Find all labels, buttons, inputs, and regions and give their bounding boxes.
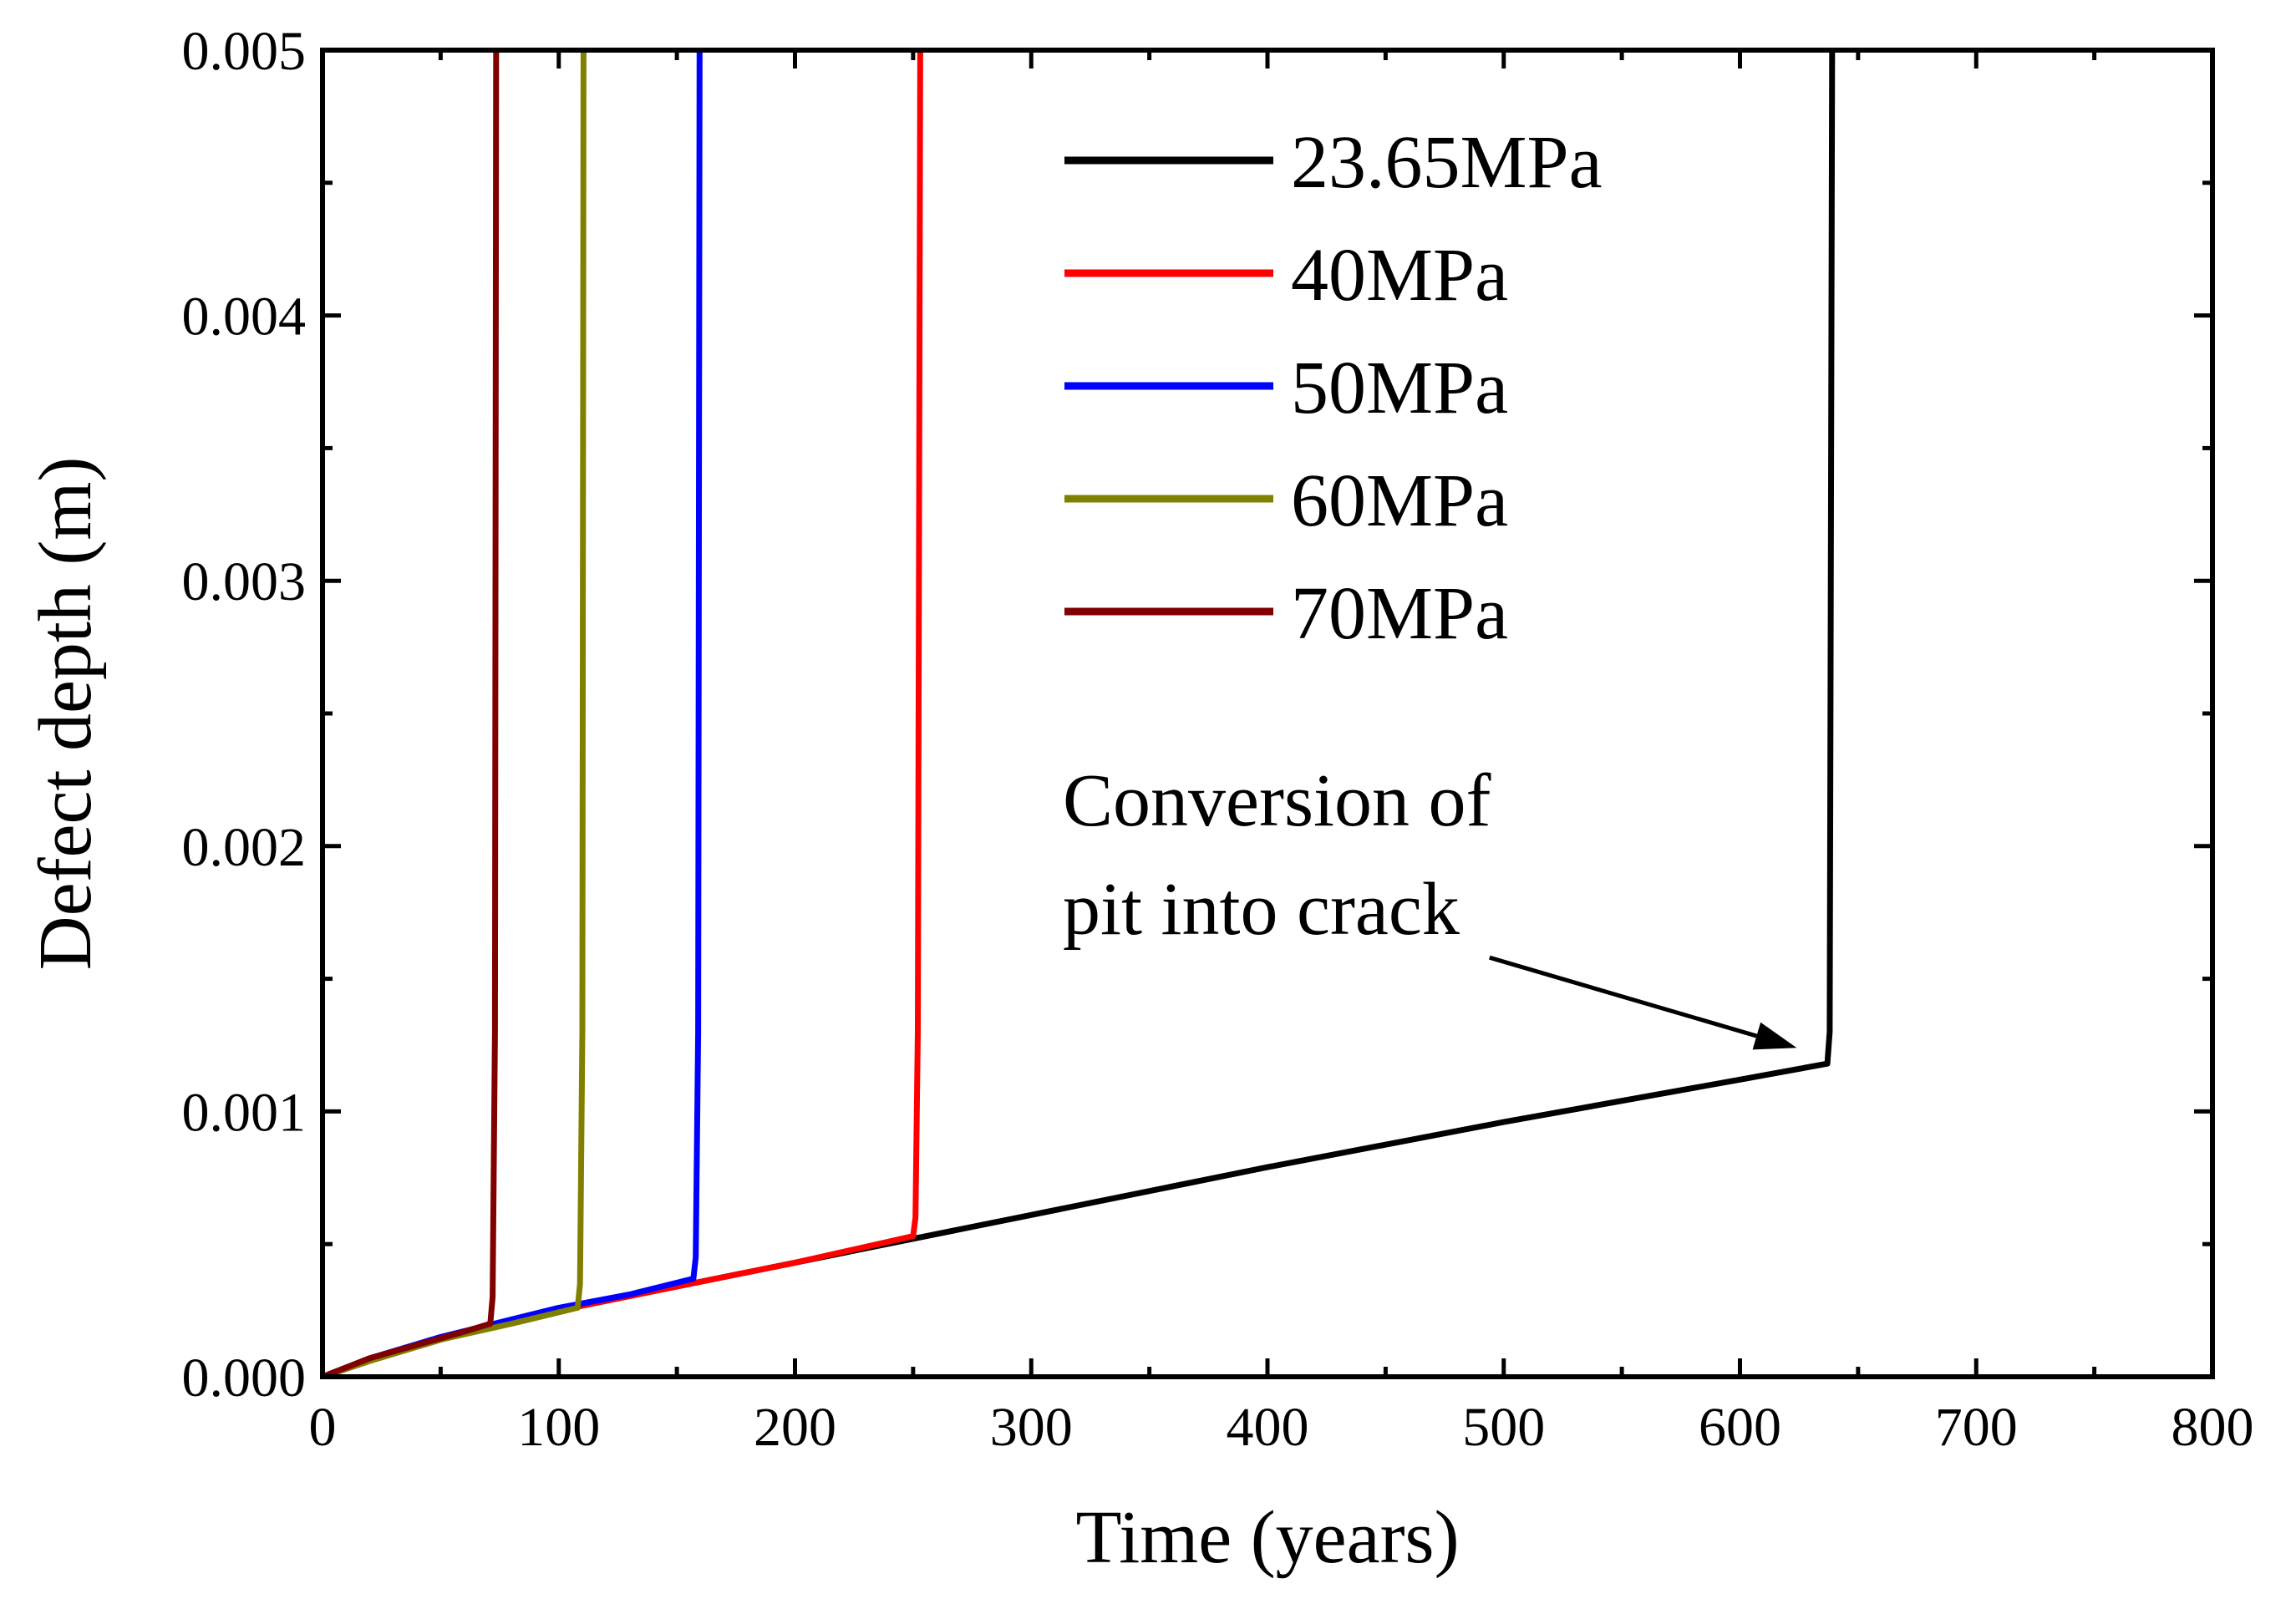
y-tick-label: 0.004 [182, 287, 307, 348]
y-tick-label: 0.001 [182, 1082, 307, 1143]
x-tick-label: 0 [309, 1397, 337, 1458]
series-line-3 [323, 50, 587, 1377]
x-tick-label: 700 [1935, 1397, 2018, 1458]
x-tick-label: 200 [754, 1397, 836, 1458]
x-tick-label: 600 [1699, 1397, 1781, 1458]
axes-layer: 0 100 200 300 400 500 600 700 800 0.000 0.001 0.002… [24, 21, 2254, 1579]
legend-label-4: 70MPa [1291, 572, 1508, 655]
x-tick-label: 800 [2172, 1397, 2254, 1458]
legend-label-1: 40MPa [1291, 234, 1508, 317]
y-tick-label: 0.005 [182, 21, 307, 82]
x-tick-label: 500 [1462, 1397, 1545, 1458]
x-tick-label: 400 [1227, 1397, 1309, 1458]
legend-label-3: 60MPa [1291, 459, 1508, 542]
y-tick-label: 0.002 [182, 817, 307, 878]
legend-label-0: 23.65MPa [1291, 121, 1603, 204]
x-axis-title: Time (years) [1075, 1496, 1459, 1579]
y-tick-label: 0.003 [182, 551, 307, 612]
legend: 23.65MPa 40MPa 50MPa 60MPa 70MPa [1064, 121, 1603, 655]
y-axis-title: Defect depth (m) [24, 457, 107, 971]
plot-frame [320, 48, 2215, 1379]
annotation-arrow-head [1752, 1022, 1797, 1050]
series-line-4 [323, 50, 500, 1377]
series-line-2 [323, 50, 703, 1377]
x-tick-label: 100 [517, 1397, 600, 1458]
series-line-1 [323, 50, 923, 1377]
legend-label-2: 50MPa [1291, 347, 1508, 429]
annotation-text-1: pit into crack [1063, 868, 1460, 951]
annotation-arrow-shaft [1489, 955, 1758, 1038]
x-tick-label: 300 [990, 1397, 1073, 1458]
annotation-text-0: Conversion of [1063, 759, 1491, 842]
series-line-0 [323, 50, 1836, 1377]
annotation: Conversion of pit into crack [1063, 759, 1797, 1050]
series-layer [323, 50, 1836, 1377]
y-tick-label: 0.000 [182, 1348, 307, 1409]
